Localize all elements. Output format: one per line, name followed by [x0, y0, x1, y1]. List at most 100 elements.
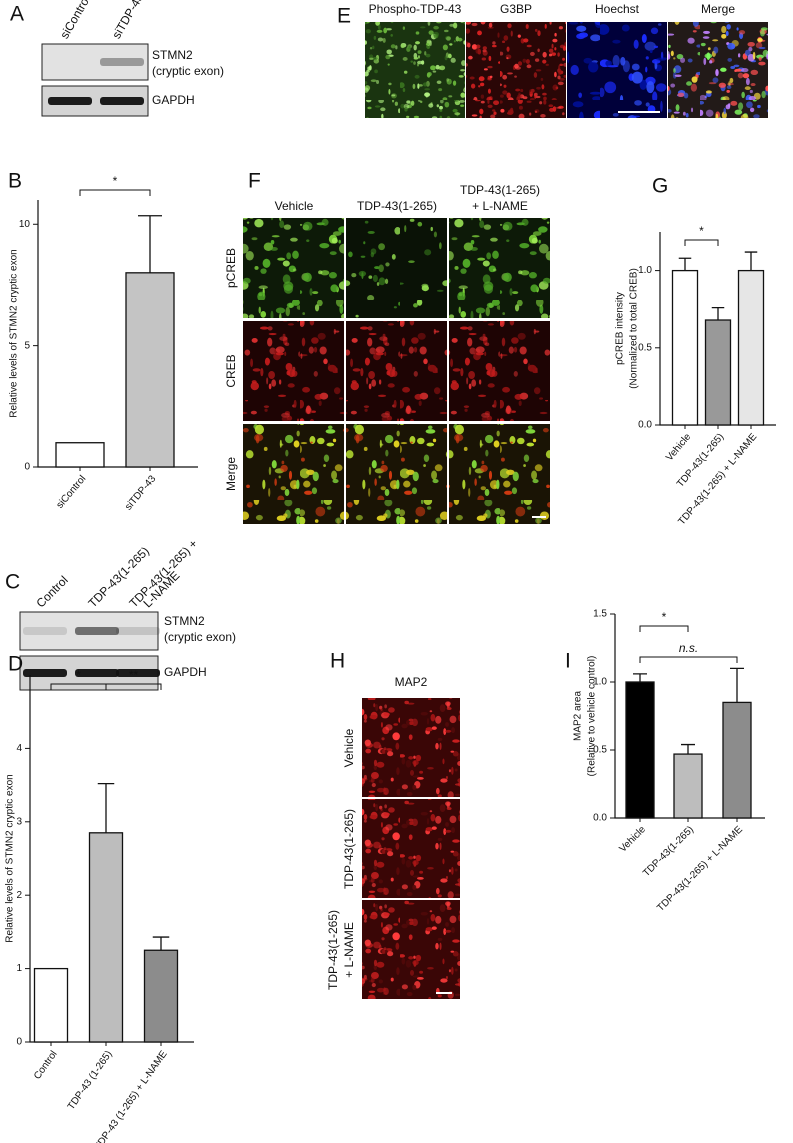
row-label: CREB: [224, 354, 238, 387]
significance-bracket: [639, 656, 738, 663]
column-label: MAP2: [395, 675, 428, 689]
column-label: Vehicle: [275, 199, 314, 213]
micrograph: [362, 698, 460, 797]
blot-band: [100, 58, 144, 66]
y-tick-label: 3: [16, 816, 22, 827]
error-bar: [730, 667, 744, 703]
row-label: pCREB: [224, 248, 238, 288]
y-tick-label: 1: [16, 963, 22, 974]
panel-label: A: [10, 3, 24, 26]
significance-label: n.s.: [679, 641, 698, 655]
x-tick-label: Vehicle: [664, 431, 693, 463]
micrograph: [346, 218, 447, 318]
bar: [33, 967, 69, 1043]
error-bar: [97, 782, 115, 833]
significance-label: **: [129, 668, 139, 682]
column-label: G3BP: [500, 2, 532, 16]
bar: [625, 681, 655, 819]
y-tick-label: 0: [16, 1037, 22, 1048]
error-bar: [681, 743, 695, 755]
y-axis-label: (Relative to vehicle control): [587, 656, 598, 777]
micrograph: [668, 22, 768, 118]
y-tick-label: 2: [16, 890, 22, 901]
micrograph: [466, 22, 566, 118]
significance-bracket: [684, 239, 719, 246]
blot-band: [23, 669, 67, 677]
micrograph: [243, 321, 344, 421]
micrograph: [362, 900, 460, 999]
y-tick-label: 0.5: [593, 745, 607, 756]
y-axis-label: Relative levels of STMN2 cryptic exon: [5, 774, 16, 942]
bar: [722, 701, 752, 819]
band-label: GAPDH: [164, 665, 207, 679]
lane-label: siControl: [57, 0, 93, 41]
x-tick-label: Control: [32, 1049, 60, 1082]
micrograph: [365, 22, 465, 118]
x-tick-label: Vehicle: [617, 824, 648, 855]
lane-label: siTDP-43: [109, 0, 146, 41]
micrograph: [243, 218, 344, 318]
micrograph: [449, 218, 550, 318]
micrograph: [449, 321, 550, 421]
row-label: TDP-43(1-265): [326, 910, 340, 990]
micrograph: [346, 321, 447, 421]
significance-bracket: [639, 625, 689, 632]
y-tick-label: 5: [24, 340, 30, 351]
band-label: STMN2: [152, 48, 193, 62]
column-label: + L-NAME: [472, 199, 528, 213]
micrograph: [449, 424, 550, 524]
micrograph: [243, 424, 344, 524]
significance-label: *: [113, 174, 118, 188]
blot-band: [48, 97, 92, 105]
panel-label: I: [565, 650, 571, 673]
x-tick-label: siTDP-43: [123, 473, 158, 512]
x-tick-label: TDP-43 (1-265): [66, 1049, 115, 1112]
column-label: Hoechst: [595, 2, 640, 16]
row-label: Vehicle: [342, 728, 356, 767]
lane-label: Control: [33, 573, 70, 610]
blot-frame: [19, 611, 159, 651]
error-bar: [744, 251, 758, 271]
error-bar: [678, 257, 692, 271]
panel-label: B: [8, 170, 22, 193]
row-label: TDP-43(1-265): [342, 809, 356, 889]
error-bar: [152, 936, 170, 951]
blot-band: [23, 627, 67, 635]
column-label: TDP-43(1-265): [460, 183, 540, 197]
panel-label: C: [5, 571, 20, 594]
column-label: Merge: [701, 2, 735, 16]
panel-label: G: [652, 175, 668, 198]
error-bar: [633, 673, 647, 682]
blot-band: [116, 669, 160, 677]
bar: [55, 442, 105, 468]
panel-label: E: [337, 5, 351, 28]
significance-label: *: [662, 610, 667, 624]
x-tick-label: TDP-43(1-265): [641, 824, 696, 879]
y-axis-label: (Normalized to total CREB): [629, 268, 640, 389]
panel-label: F: [248, 170, 261, 193]
micrograph: [567, 22, 667, 118]
bar: [88, 832, 124, 1043]
panel-label: D: [8, 653, 23, 676]
error-bar: [138, 215, 162, 273]
bar: [704, 319, 732, 426]
bar: [125, 272, 175, 468]
significance-label: *: [76, 668, 81, 682]
column-label: TDP-43(1-265): [357, 199, 437, 213]
band-label: STMN2: [164, 614, 205, 628]
column-label: Phospho-TDP-43: [369, 2, 462, 16]
band-label: GAPDH: [152, 93, 195, 107]
y-axis-label: Relative levels of STMN2 cryptic exon: [9, 249, 20, 417]
error-bar: [711, 307, 725, 321]
significance-bracket: [79, 189, 151, 196]
y-axis-label: MAP2 area: [573, 691, 584, 741]
y-tick-label: 4: [16, 743, 22, 754]
micrograph: [362, 799, 460, 898]
row-label: Merge: [224, 457, 238, 491]
band-label: (cryptic exon): [164, 630, 236, 644]
panel-label: H: [330, 650, 345, 673]
bar: [143, 949, 179, 1043]
blot-band: [100, 97, 144, 105]
bar: [671, 269, 699, 426]
blot-frame: [41, 43, 149, 81]
